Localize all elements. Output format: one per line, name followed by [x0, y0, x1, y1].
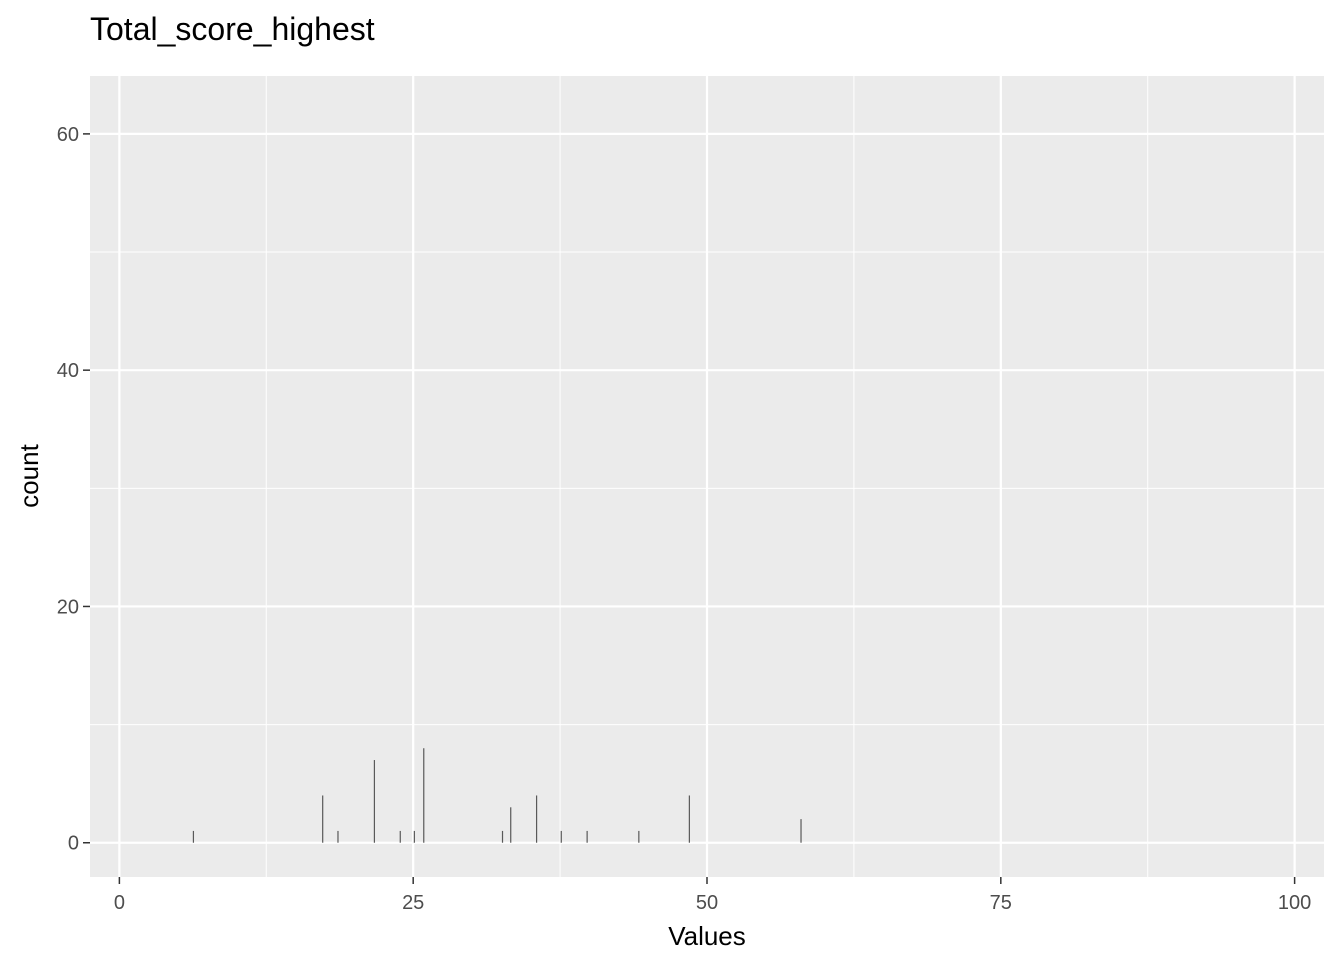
histogram-bar	[586, 830, 588, 843]
histogram-bar	[413, 830, 415, 843]
histogram-bar	[688, 795, 690, 843]
y-tick-label: 0	[68, 833, 79, 855]
histogram-bar	[423, 748, 425, 843]
grid-lines	[90, 76, 1324, 877]
x-tick-label: 50	[696, 892, 718, 914]
x-tick-label: 0	[114, 892, 125, 914]
y-axis-title: count	[14, 443, 44, 507]
y-tick-label: 60	[57, 124, 79, 146]
histogram-bar	[638, 830, 640, 843]
y-axis: 0 20 40 60	[57, 124, 90, 855]
x-tick-label: 25	[402, 892, 424, 914]
histogram-bar	[322, 795, 324, 843]
histogram-bar	[510, 807, 512, 843]
bars	[192, 748, 802, 843]
x-tick-label: 100	[1278, 892, 1311, 914]
y-tick-label: 40	[57, 360, 79, 382]
histogram-bar	[501, 830, 504, 843]
histogram-bar	[337, 830, 339, 843]
x-tick-label: 75	[990, 892, 1012, 914]
y-tick-label: 20	[57, 596, 79, 618]
chart-title: Total_score_highest	[90, 11, 375, 47]
x-axis: 0 25 50 75 100	[114, 877, 1311, 914]
histogram-bar	[560, 830, 562, 843]
histogram-bar	[800, 819, 802, 843]
histogram-bar	[399, 830, 401, 843]
x-axis-title: Values	[668, 921, 746, 951]
histogram-bar	[192, 830, 195, 843]
histogram-bar	[535, 795, 538, 843]
histogram-bar	[373, 760, 376, 843]
